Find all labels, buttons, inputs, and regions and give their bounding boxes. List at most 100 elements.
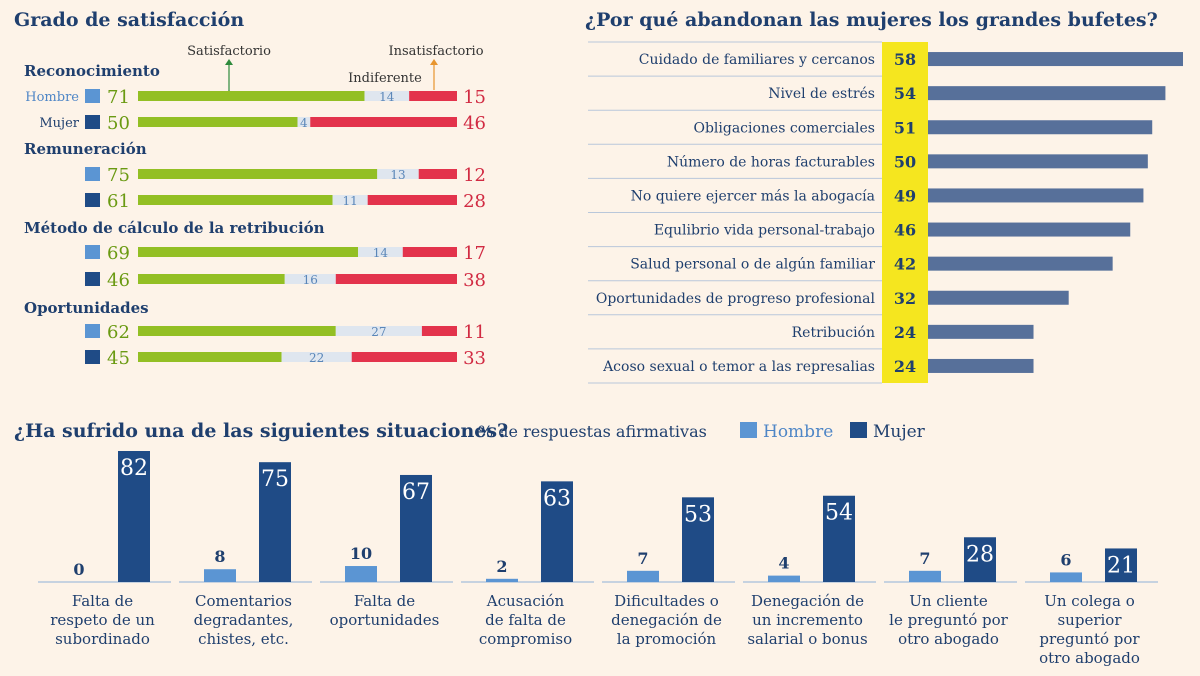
reasons-bar [928,52,1183,67]
situations-category-label: otro abogado [1039,649,1140,667]
satisfaction-group-label: Reconocimiento [24,62,160,80]
legend-indifferent-label: Indiferente [348,71,422,86]
satisfaction-indifferent-value: 16 [303,273,318,287]
reasons-category-label: Cuidado de familiares y cercanos [639,52,875,68]
satisfaction-gender-swatch [85,245,100,259]
situations-category-label: denegación de [611,611,722,629]
satisfaction-unsatisfied-value: 33 [463,348,486,369]
satisfaction-gender-label: Mujer [39,116,79,131]
situations-category-label: superior [1057,611,1122,629]
situations-bar-mujer [964,537,996,582]
satisfaction-bar-unsatisfied [418,169,457,179]
situations-category-label: preguntó por [1039,630,1140,648]
reasons-category-label: Número de horas facturables [667,154,875,170]
situations-bar-mujer [682,497,714,582]
satisfaction-satisfied-value: 45 [107,348,130,369]
legend-satisfied-arrow [225,59,233,65]
satisfaction-bar-satisfied [138,274,285,284]
satisfaction-bar-indifferent [281,352,352,362]
situations-value-hombre: 7 [919,549,930,568]
satisfaction-group-label: Método de cálculo de la retribución [24,219,325,237]
situations-value-mujer: 75 [261,467,289,492]
satisfaction-bar-satisfied [138,169,378,179]
satisfaction-indifferent-value: 4 [300,116,308,130]
reasons-category-label: Acoso sexual o temor a las represalias [602,359,875,375]
situations-category-label: degradantes, [194,611,294,629]
satisfaction-satisfied-value: 71 [107,87,130,108]
reasons-value-label: 50 [894,152,916,171]
satisfaction-unsatisfied-value: 38 [463,270,486,291]
satisfaction-unsatisfied-value: 15 [463,87,486,108]
satisfaction-bar-indifferent [284,274,336,284]
satisfaction-bar-unsatisfied [421,326,457,336]
satisfaction-bar-unsatisfied [310,117,457,127]
satisfaction-indifferent-value: 14 [379,90,395,104]
reasons-title: ¿Por qué abandonan las mujeres los grand… [585,9,1158,31]
situations-bar-hombre [204,569,236,582]
reasons-category-label: Oportunidades de progreso profesional [596,291,876,307]
situations-value-mujer: 67 [402,480,430,505]
satisfaction-bar-unsatisfied [367,195,457,205]
situations-bar-mujer [400,474,432,582]
situations-value-mujer: 82 [120,456,148,481]
reasons-bar [928,324,1034,339]
reasons-category-label: No quiere ejercer más la abogacía [631,188,875,204]
satisfaction-unsatisfied-value: 11 [463,322,486,343]
reasons-value-label: 49 [894,186,916,205]
satisfaction-bar-satisfied [138,195,333,205]
satisfaction-bar-satisfied [138,91,365,101]
situations-bar-mujer [259,462,291,582]
satisfaction-unsatisfied-value: 28 [463,191,486,212]
situations-value-hombre: 8 [214,547,225,566]
situations-value-hombre: 7 [637,549,648,568]
satisfaction-indifferent-value: 22 [309,351,324,365]
situations-bar-mujer [1105,548,1137,582]
situations-value-hombre: 0 [73,560,84,579]
legend-hombre-swatch [740,422,757,438]
satisfaction-group-label: Remuneración [24,140,147,158]
satisfaction-bar-unsatisfied [402,247,457,257]
reasons-value-label: 24 [894,323,916,342]
situations-value-hombre: 10 [350,544,372,563]
satisfaction-title: Grado de satisfacción [14,9,244,31]
situations-category-label: le preguntó por [889,611,1008,629]
situations-category-label: subordinado [55,630,150,648]
satisfaction-gender-swatch [85,272,100,286]
situations-value-mujer: 54 [825,501,853,526]
situations-category-label: Dificultades o [614,592,719,610]
satisfaction-indifferent-value: 13 [390,168,405,182]
reasons-value-label: 42 [894,255,916,274]
reasons-value-label: 24 [894,357,916,376]
situations-value-mujer: 28 [966,542,994,567]
situations-subtitle: % de respuestas afirmativas [478,422,707,441]
situations-category-label: Denegación de [751,592,864,610]
satisfaction-satisfied-value: 62 [107,322,130,343]
situations-category-label: compromiso [479,630,572,648]
situations-value-hombre: 4 [778,554,789,573]
situations-value-hombre: 6 [1060,550,1071,569]
satisfaction-unsatisfied-value: 12 [463,165,486,186]
satisfaction-bar-indifferent [297,117,311,127]
situations-bar-hombre [627,570,659,582]
legend-unsatisfied-arrow [430,59,438,65]
reasons-bar [928,222,1131,237]
satisfaction-gender-swatch [85,167,100,181]
situations-bar-hombre [345,566,377,582]
satisfaction-bar-unsatisfied [409,91,457,101]
satisfaction-satisfied-value: 69 [107,243,130,264]
legend-mujer-label: Mujer [873,422,926,442]
satisfaction-bar-satisfied [138,352,282,362]
situations-category-label: Falta de [354,592,415,610]
satisfaction-bar-indifferent [332,195,368,205]
situations-category-label: otro abogado [898,630,999,648]
satisfaction-satisfied-value: 50 [107,113,130,134]
satisfaction-bar-satisfied [138,326,336,336]
reasons-bar [928,86,1166,101]
legend-unsatisfied-label: Insatisfactorio [388,44,483,59]
satisfaction-bar-indifferent [364,91,410,101]
reasons-category-label: Equlibrio vida personal-trabajo [654,223,875,239]
situations-category-label: salarial o bonus [747,630,867,648]
situations-category-label: Falta de [72,592,133,610]
situations-bar-hombre [486,578,518,582]
situations-category-label: un incremento [752,611,863,629]
